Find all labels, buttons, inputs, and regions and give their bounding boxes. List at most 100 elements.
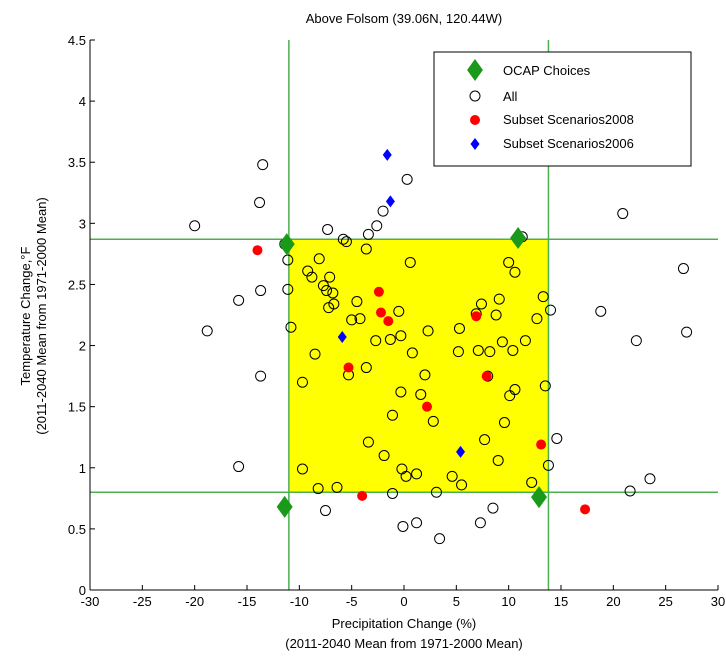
point-all-59 — [422, 325, 434, 337]
point-all-2 — [233, 294, 245, 306]
point-subset-scenarios2006-0 — [382, 148, 392, 161]
x-tick-label-11: 25 — [658, 594, 672, 609]
point-all-46 — [393, 305, 405, 317]
x-tick-label-5: -5 — [346, 594, 358, 609]
y-tick-label-0: 0 — [79, 583, 86, 598]
y-tick-label-5: 2.5 — [68, 277, 86, 292]
point-subset-scenarios2008-6 — [422, 401, 433, 412]
legend-symbol-ocap-choices — [467, 59, 483, 81]
point-all-44 — [386, 409, 398, 421]
y-tick-label-7: 3.5 — [68, 155, 86, 170]
y-axis-label-line2: (2011-2040 Mean from 1971-2000 Mean) — [34, 197, 49, 435]
point-all-97 — [624, 485, 636, 497]
point-all-77 — [493, 293, 505, 305]
point-all-7 — [255, 370, 267, 382]
point-all-60 — [427, 415, 439, 427]
legend-symbol-all — [469, 90, 481, 102]
x-tick-label-3: -15 — [238, 594, 257, 609]
point-all-95 — [595, 305, 607, 317]
point-all-69 — [475, 298, 487, 310]
x-tick-label-4: -10 — [290, 594, 309, 609]
y-tick-label-9: 4.5 — [68, 33, 86, 48]
y-tick-label-6: 3 — [79, 216, 86, 231]
point-all-101 — [681, 326, 693, 338]
point-all-15 — [302, 265, 314, 277]
point-all-29 — [337, 233, 349, 245]
point-all-16 — [306, 271, 318, 283]
point-all-71 — [479, 434, 491, 446]
point-all-66 — [456, 479, 468, 491]
y-axis-label-line1: Temperature Change,°F — [18, 247, 33, 386]
point-all-42 — [378, 450, 390, 462]
point-all-79 — [498, 417, 510, 429]
point-all-36 — [362, 228, 374, 240]
point-all-53 — [404, 256, 416, 268]
point-all-13 — [296, 376, 308, 388]
point-all-35 — [360, 243, 372, 255]
axes: -30 -25 -20 -15 -10 -5 0 5 10 15 20 25 30 0 0.5 1 1.5 2 2.… — [68, 33, 725, 609]
point-subset-scenarios2008-0 — [252, 245, 263, 256]
point-all-9 — [282, 254, 294, 266]
point-all-4 — [254, 197, 266, 209]
x-tick-label-9: 15 — [554, 594, 568, 609]
x-tick-label-7: 5 — [453, 594, 460, 609]
point-all-61 — [430, 486, 442, 498]
shaded-region — [288, 239, 549, 493]
point-all-80 — [503, 256, 515, 268]
chart-title: Above Folsom (39.06N, 120.44W) — [306, 11, 503, 26]
legend-symbol-subset-2008 — [470, 115, 480, 125]
point-all-63 — [446, 470, 458, 482]
point-all-98 — [630, 335, 642, 347]
point-all-62 — [434, 533, 446, 545]
x-axis-label-line1: Precipitation Change (%) — [332, 616, 477, 631]
x-tick-label-1: -25 — [133, 594, 152, 609]
legend-symbol-subset-2006 — [470, 138, 480, 150]
point-all-3 — [233, 461, 245, 473]
point-all-55 — [411, 517, 423, 529]
legend-label-subset-2008: Subset Scenarios2008 — [503, 112, 634, 127]
point-all-38 — [362, 436, 374, 448]
point-all-52 — [400, 470, 412, 482]
point-all-78 — [496, 336, 508, 348]
point-subset-scenarios2006-3 — [456, 445, 466, 458]
legend-label-ocap-choices: OCAP Choices — [503, 63, 591, 78]
point-all-32 — [346, 314, 358, 326]
x-tick-label-12: 30 — [711, 594, 725, 609]
point-all-100 — [677, 263, 689, 275]
point-ocap-choices-2 — [276, 495, 293, 518]
point-all-40 — [377, 205, 389, 217]
point-subset-scenarios2008-5 — [383, 316, 394, 327]
point-all-84 — [509, 266, 521, 278]
point-subset-scenarios2006-2 — [337, 331, 347, 343]
point-all-99 — [644, 473, 656, 485]
point-all-37 — [360, 362, 372, 374]
point-all-50 — [397, 520, 409, 532]
point-subset-scenarios2008-8 — [481, 371, 492, 382]
point-subset-scenarios2008-4 — [375, 307, 386, 318]
point-all-21 — [322, 223, 334, 235]
legend: OCAP Choices All Subset Scenarios2008 Su… — [433, 51, 692, 167]
x-axis-label-line2: (2011-2040 Mean from 1971-2000 Mean) — [285, 636, 523, 651]
y-tick-label-1: 0.5 — [68, 522, 86, 537]
point-all-90 — [537, 291, 549, 303]
point-all-64 — [452, 346, 464, 358]
y-tick-label-2: 1 — [79, 461, 86, 476]
point-subset-scenarios2006-1 — [385, 195, 395, 208]
point-all-70 — [474, 517, 486, 529]
x-tick-label-2: -20 — [185, 594, 204, 609]
legend-label-all: All — [503, 89, 518, 104]
point-all-5 — [257, 159, 269, 171]
point-all-17 — [309, 348, 321, 360]
point-all-54 — [406, 347, 418, 359]
x-tick-label-8: 10 — [501, 594, 515, 609]
point-all-39 — [371, 220, 383, 232]
point-all-18 — [313, 253, 325, 265]
y-tick-label-3: 1.5 — [68, 400, 86, 415]
point-all-74 — [487, 502, 499, 514]
point-all-88 — [531, 313, 543, 325]
point-all-43 — [384, 333, 396, 345]
point-all-28 — [331, 481, 343, 493]
point-all-34 — [354, 313, 366, 325]
point-all-1 — [201, 325, 213, 337]
